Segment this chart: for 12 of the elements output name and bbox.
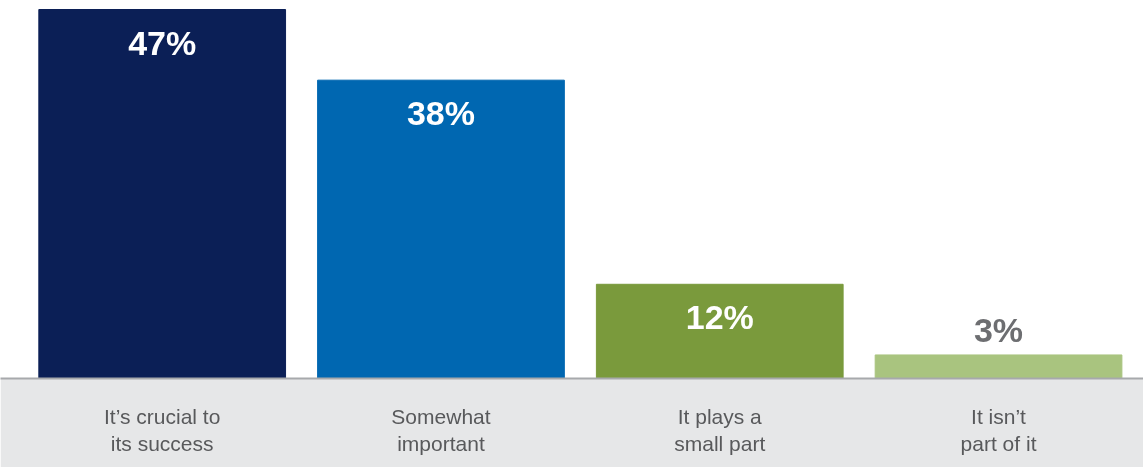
bar <box>317 79 565 379</box>
bar <box>595 283 844 379</box>
x-tick-label: It’s crucial to its success <box>104 404 221 456</box>
data-label: 38% <box>406 94 476 133</box>
bar <box>38 9 287 379</box>
x-tick-label: It plays a small part <box>674 404 766 456</box>
x-tick-label: Somewhat important <box>391 404 491 456</box>
data-label: 12% <box>685 298 754 337</box>
data-label: 3% <box>973 310 1024 349</box>
data-label: 47% <box>128 23 197 62</box>
x-tick-label: It isn’t part of it <box>960 404 1037 456</box>
bar <box>874 354 1123 379</box>
